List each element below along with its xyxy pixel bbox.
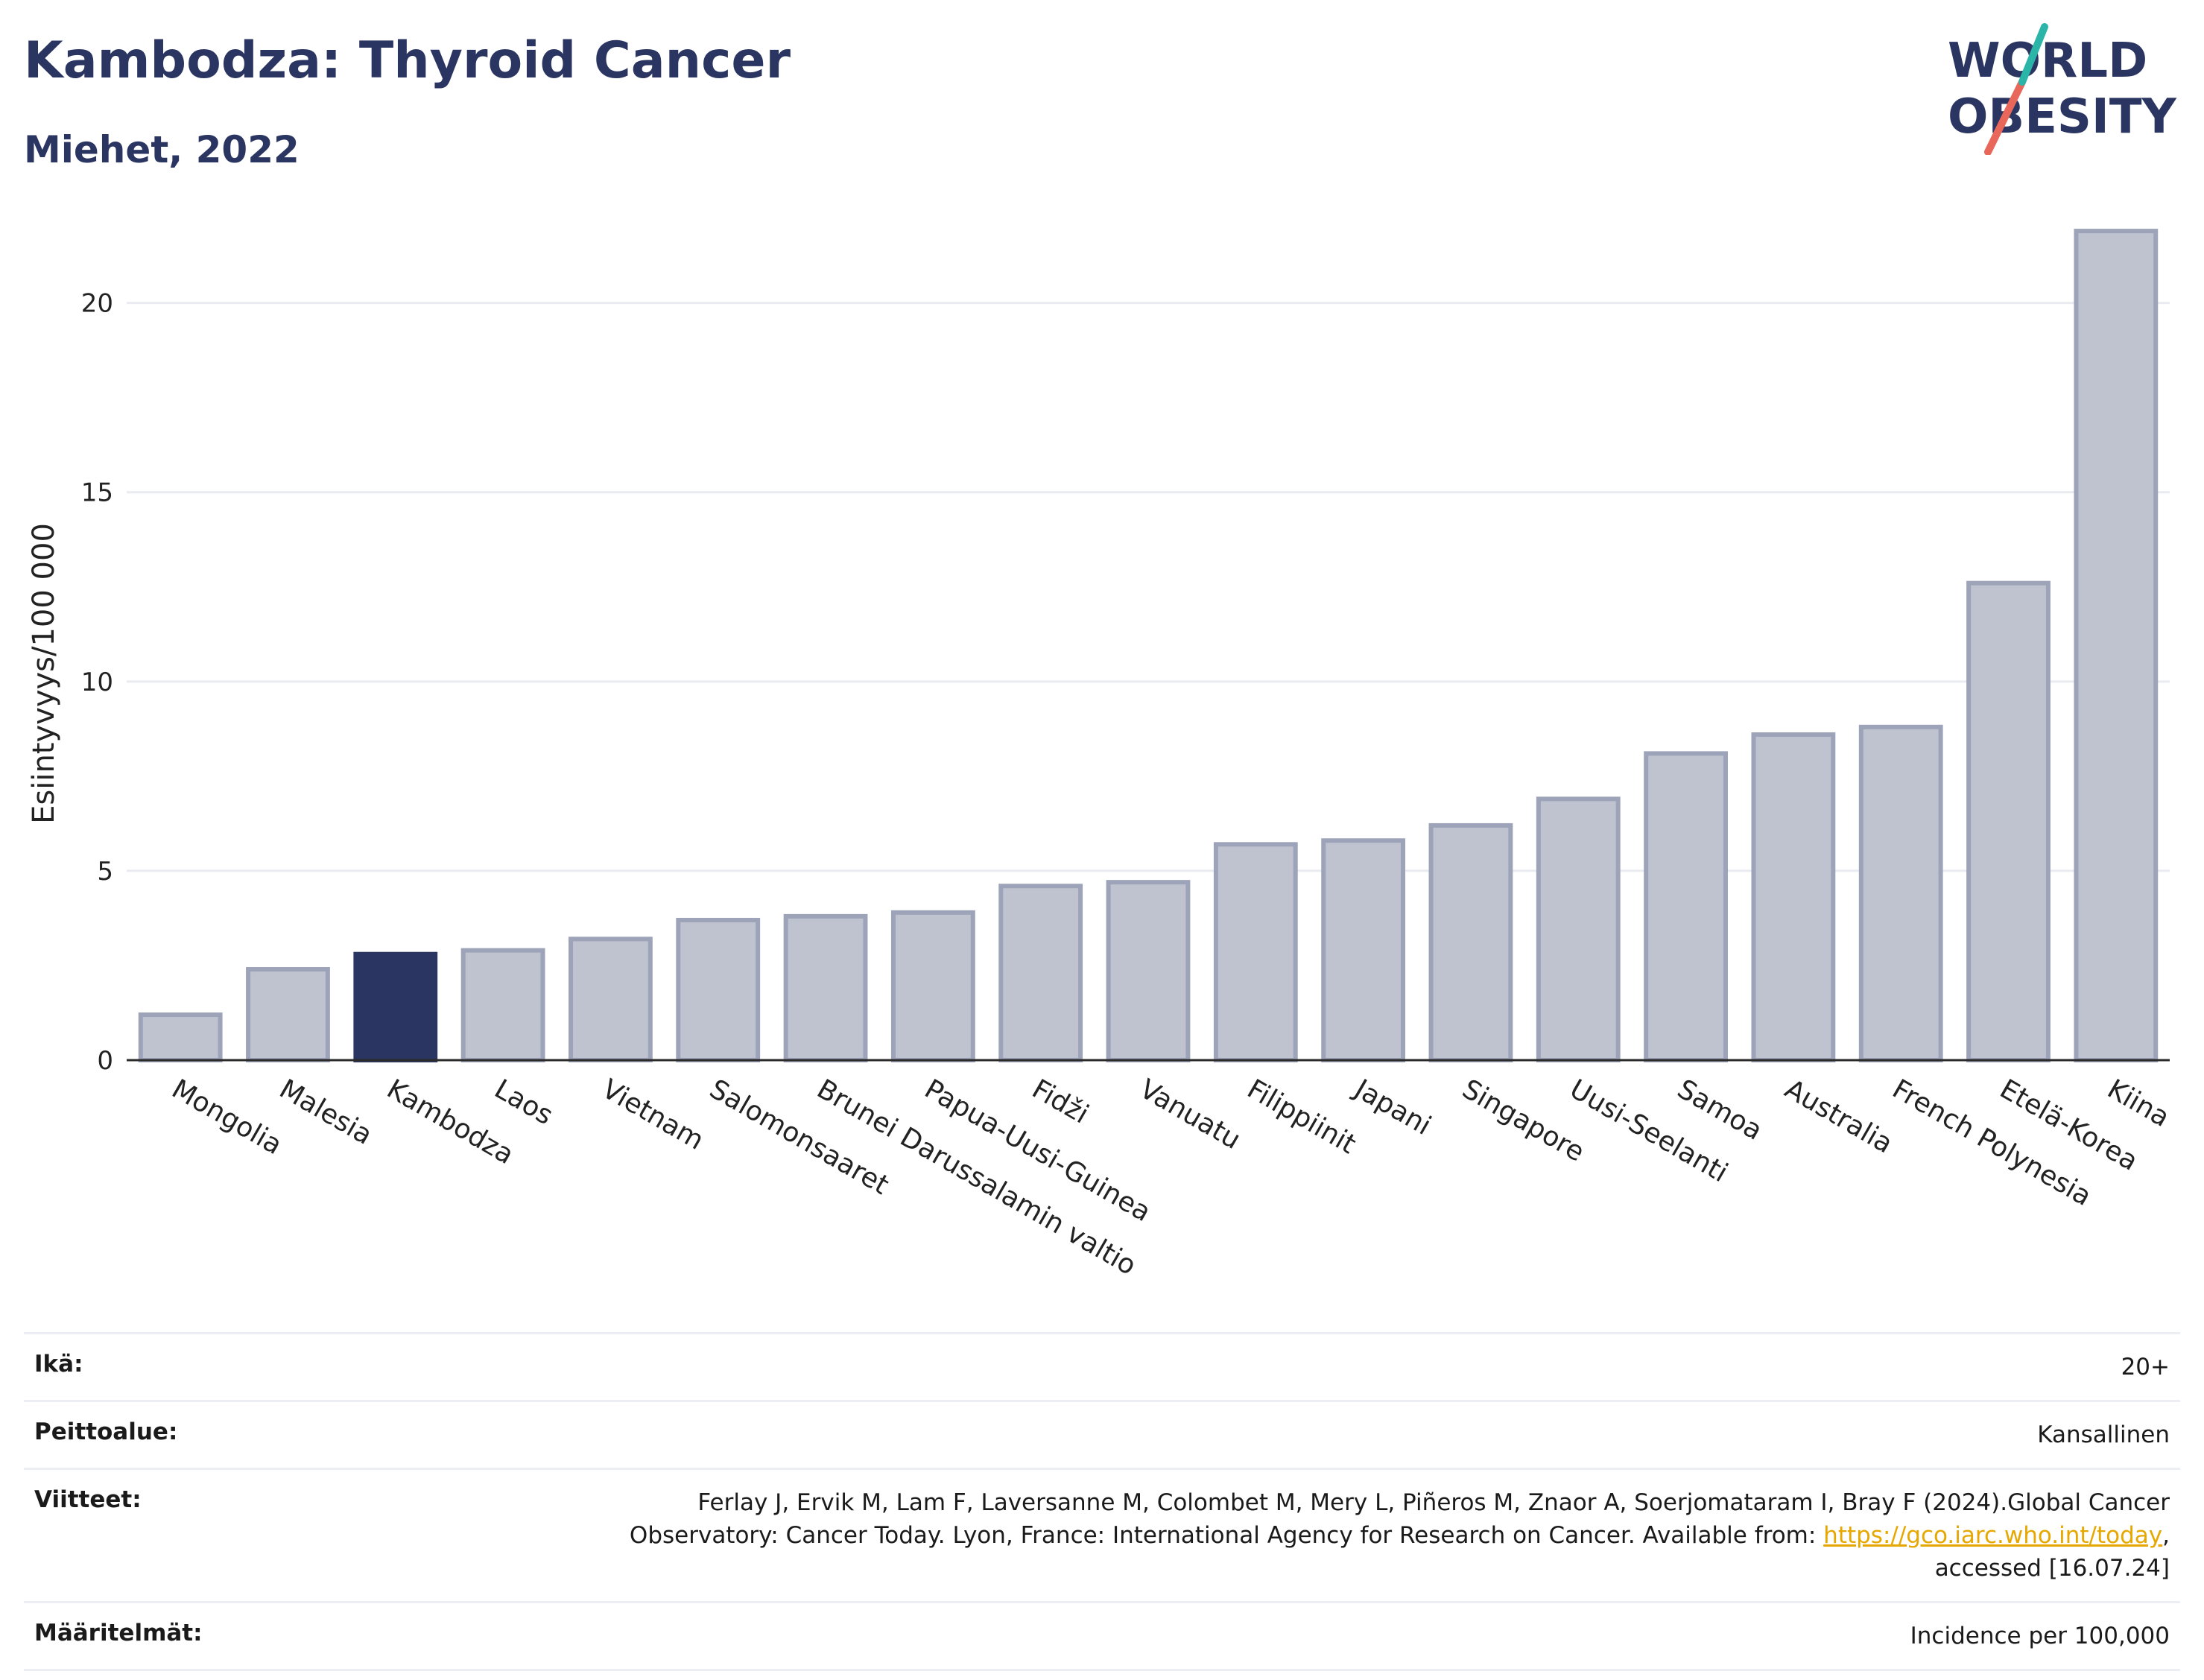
bar-11[interactable]: [1321, 838, 1406, 1062]
age-value: 20+: [2121, 1354, 2170, 1381]
y-tick-label: 20: [81, 289, 113, 319]
bar-15[interactable]: [1751, 732, 1836, 1062]
references-label: Viitteet:: [34, 1486, 142, 1514]
bar-18[interactable]: [2074, 229, 2159, 1063]
y-tick-label: 5: [97, 857, 113, 887]
x-tick-label: Vanuatu: [1135, 1074, 1246, 1156]
x-tick-label: Vietnam: [597, 1074, 709, 1156]
world-obesity-logo: WORLD OBESITY: [1948, 23, 2176, 155]
bar-4[interactable]: [569, 936, 653, 1063]
metadata-table: Ikä: 20+ Peittoalue: Kansallinen Viittee…: [24, 1332, 2180, 1672]
logo-word-world: WORLD: [1948, 34, 2147, 89]
x-tick-label: French Polynesia: [1887, 1074, 2097, 1212]
x-tick-label: Filippiinit: [1242, 1074, 1361, 1160]
references-value: Ferlay J, Ervik M, Lam F, Laversanne M, …: [630, 1486, 2170, 1585]
y-tick-label: 15: [81, 478, 113, 508]
bar-0[interactable]: [138, 1012, 223, 1063]
bar-13[interactable]: [1536, 796, 1621, 1062]
y-axis-title: Esiintyvyys/100 000: [27, 523, 61, 824]
bar-5[interactable]: [676, 917, 761, 1063]
bar-16[interactable]: [1858, 724, 1943, 1062]
definitions-label: Määritelmät:: [34, 1620, 203, 1647]
bar-7[interactable]: [890, 910, 975, 1062]
logo-slash-red: [1984, 78, 2026, 155]
bar-3[interactable]: [460, 948, 545, 1063]
bar-1[interactable]: [246, 967, 330, 1063]
coverage-value: Kansallinen: [2037, 1421, 2170, 1449]
x-tick-label: Salomonsaaret: [704, 1074, 893, 1201]
references-text-1: Ferlay J, Ervik M, Lam F, Laversanne M, …: [697, 1489, 2170, 1517]
references-text-4: accessed [16.07.24]: [1934, 1555, 2170, 1582]
x-tick-label: Singapore: [1457, 1074, 1589, 1167]
x-tick-label: Laos: [490, 1074, 558, 1131]
bar-8[interactable]: [998, 884, 1083, 1062]
bar-6[interactable]: [783, 913, 868, 1062]
age-label: Ikä:: [34, 1351, 83, 1378]
y-tick-label: 10: [81, 668, 113, 697]
x-tick-label: Mongolia: [167, 1074, 288, 1161]
meta-row-references: Viitteet: Ferlay J, Ervik M, Lam F, Lave…: [24, 1468, 2180, 1601]
meta-row-coverage: Peittoalue: Kansallinen: [24, 1400, 2180, 1468]
meta-row-age: Ikä: 20+: [24, 1332, 2180, 1400]
definitions-value: Incidence per 100,000: [1910, 1623, 2170, 1650]
references-text-2: Observatory: Cancer Today. Lyon, France:…: [629, 1522, 1824, 1550]
x-tick-label: Japani: [1348, 1073, 1436, 1141]
bar-17[interactable]: [1966, 580, 2051, 1062]
bar-14[interactable]: [1644, 751, 1728, 1062]
meta-row-definitions: Määritelmät: Incidence per 100,000: [24, 1601, 2180, 1672]
bar-12[interactable]: [1428, 822, 1513, 1062]
page-title: Kambodza: Thyroid Cancer: [24, 31, 791, 90]
x-tick-label: Fidži: [1027, 1074, 1094, 1129]
bars: [138, 229, 2159, 1063]
x-tick-label: Kiina: [2102, 1074, 2174, 1133]
references-link[interactable]: https://gco.iarc.who.int/today: [1823, 1522, 2163, 1550]
page-subtitle: Miehet, 2022: [24, 128, 300, 171]
bar-10[interactable]: [1213, 842, 1298, 1062]
coverage-label: Peittoalue:: [34, 1419, 178, 1446]
x-tick-label: Malesia: [274, 1074, 377, 1151]
logo-slash-teal: [2018, 23, 2048, 86]
y-axis-ticks: 0 5 10 15 20: [81, 289, 113, 1076]
bar-2[interactable]: [353, 951, 438, 1063]
bar-9[interactable]: [1106, 880, 1191, 1062]
y-tick-label: 0: [97, 1046, 113, 1076]
logo-word-obesity: OBESITY: [1948, 89, 2176, 145]
references-text-3: ,: [2162, 1522, 2170, 1550]
x-tick-label: Australia: [1779, 1074, 1897, 1159]
